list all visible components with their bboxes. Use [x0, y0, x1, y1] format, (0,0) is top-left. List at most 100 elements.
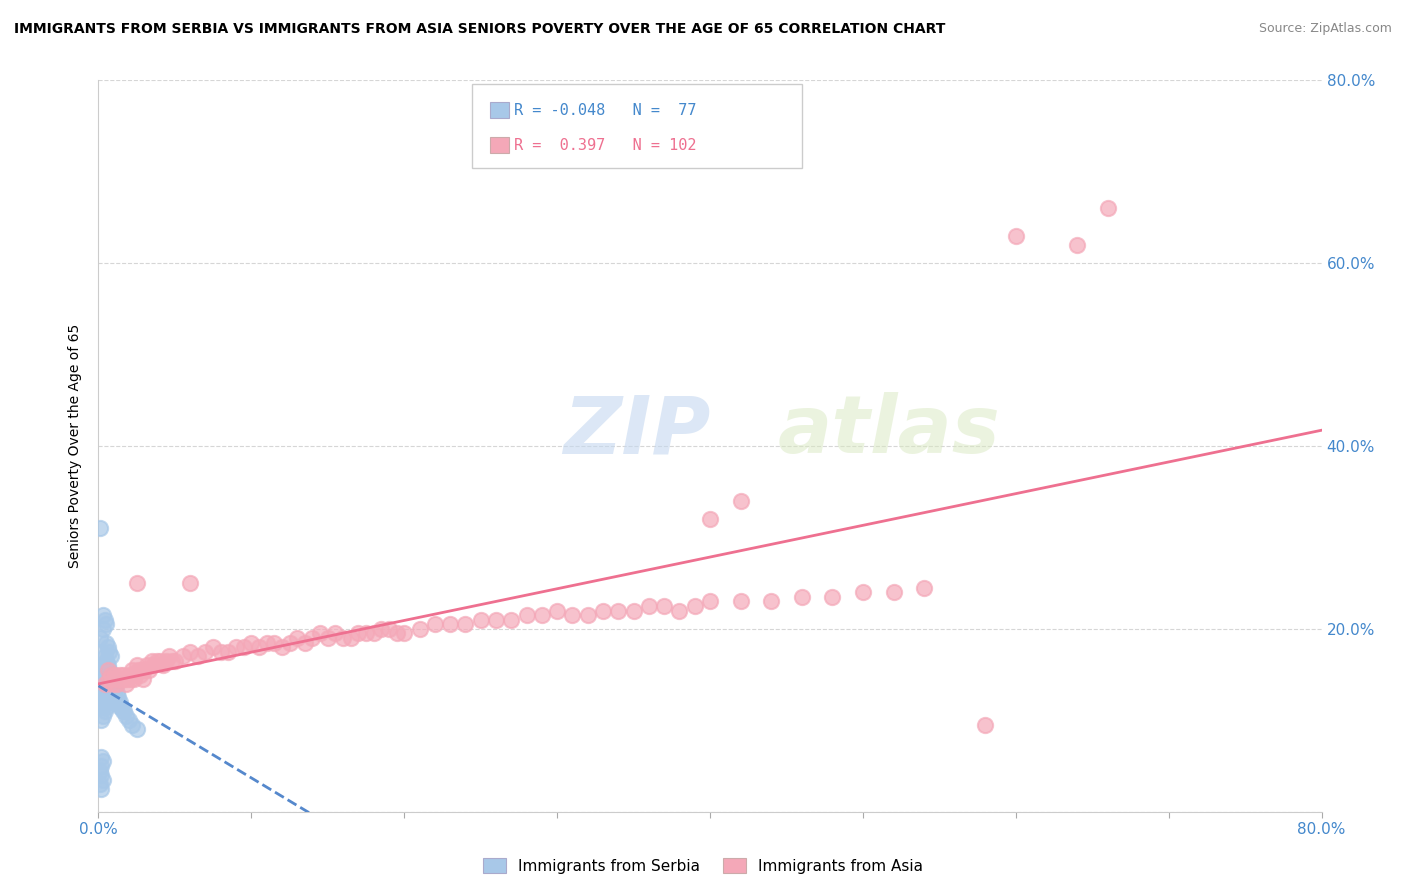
Point	[118, 714, 141, 728]
Point	[101, 690, 124, 705]
Point	[125, 658, 148, 673]
Point	[194, 645, 217, 659]
Point	[107, 672, 129, 686]
Point	[160, 654, 183, 668]
Point	[93, 676, 115, 690]
Point	[91, 772, 114, 787]
Point	[145, 654, 167, 668]
Point	[93, 704, 115, 718]
Point	[94, 690, 117, 705]
Point	[129, 663, 152, 677]
Point	[97, 676, 120, 690]
Point	[91, 676, 114, 690]
Point	[423, 617, 446, 632]
Point	[103, 695, 125, 709]
Point	[637, 599, 661, 613]
Point	[94, 654, 117, 668]
Point	[105, 686, 128, 700]
Point	[89, 631, 111, 645]
Point	[172, 649, 194, 664]
Point	[98, 645, 121, 659]
Point	[118, 667, 141, 681]
Point	[112, 672, 135, 686]
Text: ZIP: ZIP	[564, 392, 710, 470]
Text: IMMIGRANTS FROM SERBIA VS IMMIGRANTS FROM ASIA SENIORS POVERTY OVER THE AGE OF 6: IMMIGRANTS FROM SERBIA VS IMMIGRANTS FRO…	[14, 22, 945, 37]
Point	[316, 631, 339, 645]
Point	[104, 667, 127, 681]
Point	[759, 594, 782, 608]
Point	[91, 622, 114, 636]
Point	[89, 672, 111, 686]
Point	[93, 695, 115, 709]
Point	[134, 663, 156, 677]
Point	[209, 645, 232, 659]
Point	[89, 764, 111, 778]
Point	[98, 672, 121, 686]
Point	[530, 608, 553, 623]
Point	[93, 613, 115, 627]
Point	[516, 608, 538, 623]
Point	[91, 608, 114, 623]
Point	[90, 781, 112, 796]
Point	[91, 708, 114, 723]
Point	[125, 576, 148, 591]
Point	[699, 512, 721, 526]
Point	[439, 617, 461, 632]
Point	[155, 654, 177, 668]
Point	[89, 521, 111, 535]
Point	[370, 622, 392, 636]
Point	[121, 663, 143, 677]
Point	[97, 663, 120, 677]
Point	[97, 667, 120, 681]
Point	[347, 626, 370, 640]
Point	[607, 603, 630, 617]
Point	[561, 608, 583, 623]
Point	[111, 704, 134, 718]
Point	[90, 759, 112, 773]
Point	[217, 645, 239, 659]
Point	[149, 654, 172, 668]
Point	[100, 695, 122, 709]
Point	[285, 631, 308, 645]
Point	[111, 667, 134, 681]
Point	[97, 686, 120, 700]
Point	[157, 649, 180, 664]
Point	[108, 695, 131, 709]
Point	[100, 667, 122, 681]
Point	[142, 658, 165, 673]
Point	[363, 626, 385, 640]
Point	[110, 672, 132, 686]
Point	[294, 635, 316, 649]
Point	[91, 755, 114, 769]
Point	[163, 654, 186, 668]
Point	[115, 676, 138, 690]
Point	[592, 603, 614, 617]
Point	[100, 649, 122, 664]
Point	[301, 631, 323, 645]
Point	[385, 626, 408, 640]
Point	[117, 672, 139, 686]
Point	[101, 676, 124, 690]
Point	[103, 672, 125, 686]
Point	[110, 699, 132, 714]
Point	[270, 640, 292, 655]
Point	[97, 658, 120, 673]
Point	[668, 603, 690, 617]
Point	[247, 640, 270, 655]
Text: atlas: atlas	[778, 392, 1000, 470]
FancyBboxPatch shape	[489, 137, 509, 153]
Point	[101, 681, 124, 696]
Point	[278, 635, 301, 649]
Point	[852, 585, 875, 599]
Point	[136, 658, 159, 673]
Point	[378, 622, 401, 636]
Point	[339, 631, 361, 645]
Point	[90, 768, 112, 782]
Point	[263, 635, 285, 649]
Point	[89, 686, 111, 700]
Point	[100, 676, 122, 690]
Point	[256, 635, 278, 649]
Point	[354, 626, 377, 640]
Point	[98, 681, 121, 696]
Point	[103, 686, 125, 700]
